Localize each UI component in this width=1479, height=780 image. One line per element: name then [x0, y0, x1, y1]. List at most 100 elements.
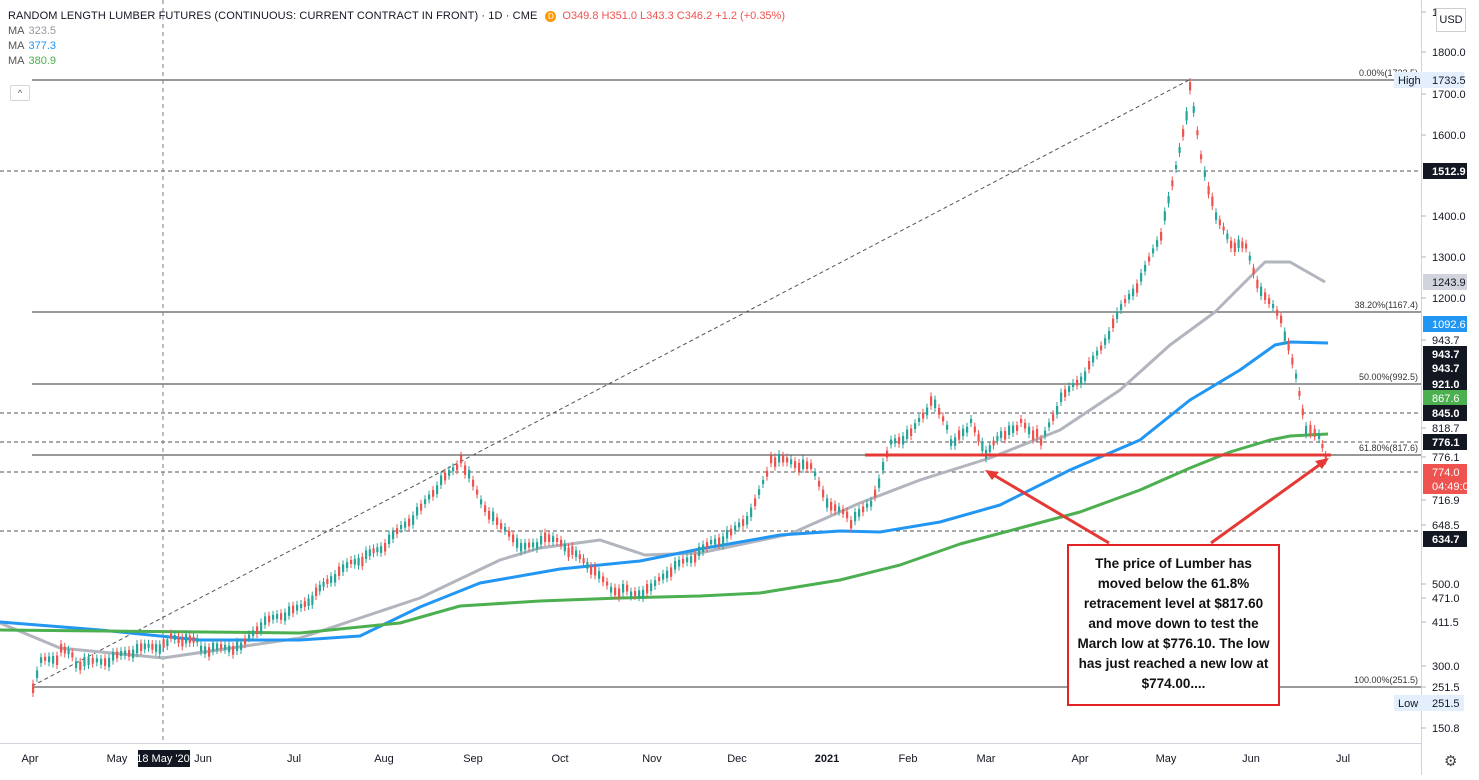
candle-body — [236, 641, 239, 652]
y-tick-label: 943.7 — [1432, 335, 1460, 347]
candle-body — [638, 590, 641, 598]
candle-body — [914, 423, 917, 429]
currency-button[interactable]: USD — [1436, 8, 1466, 32]
candle-body — [1160, 232, 1163, 241]
candle-body — [158, 644, 161, 654]
candle-body — [822, 489, 825, 498]
y-tick-label: 471.0 — [1432, 593, 1460, 605]
collapse-legend-button[interactable]: ^ — [10, 85, 30, 101]
price-label: 921.0 — [1432, 379, 1460, 391]
ma-legend-3[interactable]: MA 380.9 — [8, 55, 57, 67]
candle-body — [634, 591, 637, 596]
candle-body — [870, 500, 873, 507]
candle-body — [966, 426, 969, 433]
candle-body — [1291, 357, 1294, 365]
candle-body — [500, 523, 503, 529]
candle-body — [108, 657, 111, 668]
candle-body — [136, 643, 139, 654]
candle-body — [120, 651, 123, 656]
candle-body — [938, 408, 941, 415]
candle-body — [774, 457, 777, 467]
candle-body — [1016, 425, 1019, 431]
candle-body — [1226, 233, 1229, 240]
candle-body — [654, 580, 657, 586]
candle-body — [112, 652, 115, 661]
candle-body — [1241, 241, 1244, 249]
candle-body — [147, 643, 150, 648]
delayed-badge-icon: D — [545, 11, 557, 22]
x-tick-label: Dec — [727, 753, 747, 765]
candle-body — [642, 589, 645, 599]
candle-body — [670, 567, 673, 577]
candle-body — [954, 437, 957, 446]
gear-icon[interactable]: ⚙ — [1444, 753, 1458, 770]
candle-body — [1252, 267, 1255, 275]
ma-legend-1[interactable]: MA 323.5 — [8, 25, 57, 37]
candle-body — [1156, 240, 1159, 247]
candle-body — [52, 656, 55, 664]
candle-body — [1060, 392, 1063, 402]
candle-body — [674, 561, 677, 570]
candle-body — [981, 441, 984, 452]
candle-body — [440, 475, 443, 485]
candle-body — [1112, 318, 1115, 328]
candle-body — [1144, 264, 1147, 272]
symbol-title[interactable]: RANDOM LENGTH LUMBER FUTURES (CONTINUOUS… — [8, 10, 538, 22]
candle-body — [372, 548, 375, 554]
candle-body — [244, 638, 247, 645]
price-label-tag: High — [1398, 75, 1421, 87]
candle-body — [1052, 414, 1055, 421]
candle-body — [786, 457, 789, 463]
candle-body — [650, 583, 653, 591]
candle-body — [1313, 429, 1316, 437]
candle-body — [918, 418, 921, 422]
ma-legend-2[interactable]: MA 377.3 — [8, 40, 57, 52]
candle-body — [1256, 279, 1259, 289]
candle-body — [1104, 338, 1107, 345]
candle-body — [104, 658, 107, 666]
candle-body — [318, 584, 321, 592]
candle-body — [303, 601, 306, 607]
price-label: 867.6 — [1432, 393, 1460, 405]
candle-body — [622, 584, 625, 593]
candle-body — [334, 574, 337, 583]
candle-body — [1272, 304, 1275, 308]
price-label-tag: Low — [1398, 698, 1418, 710]
candle-body — [448, 470, 451, 476]
candle-body — [420, 503, 423, 511]
candle-body — [444, 472, 447, 481]
candle-body — [1040, 438, 1043, 446]
x-tick-label: May — [1156, 753, 1177, 765]
candle-body — [586, 562, 589, 569]
candle-body — [1096, 350, 1099, 356]
candle-body — [228, 645, 231, 653]
candle-body — [44, 656, 47, 661]
x-tick-label: Apr — [21, 753, 38, 765]
candle-body — [1203, 170, 1206, 177]
candle-body — [404, 521, 407, 528]
price-label: 943.7 — [1432, 349, 1460, 361]
candle-body — [520, 543, 523, 552]
crosshair-date-bg — [138, 750, 190, 767]
candle-body — [942, 416, 945, 422]
x-tick-label: Jul — [287, 753, 301, 765]
candle-body — [1192, 106, 1195, 113]
candle-body — [950, 439, 953, 446]
candle-body — [1211, 196, 1214, 206]
y-tick-label: 716.9 — [1432, 495, 1460, 507]
candle-body — [1152, 248, 1155, 254]
candle-body — [826, 498, 829, 508]
price-label-bg — [1423, 434, 1467, 450]
candle-body — [1036, 429, 1039, 438]
candle-body — [894, 438, 897, 444]
candle-body — [496, 517, 499, 525]
candle-body — [710, 540, 713, 544]
candle-body — [1245, 243, 1248, 249]
candle-body — [682, 558, 685, 564]
fib-level-label: 100.00%(251.5) — [1354, 675, 1418, 685]
arrow-to-new-low-head — [1315, 458, 1329, 469]
candle-body — [1301, 408, 1304, 416]
candle-body — [782, 455, 785, 463]
